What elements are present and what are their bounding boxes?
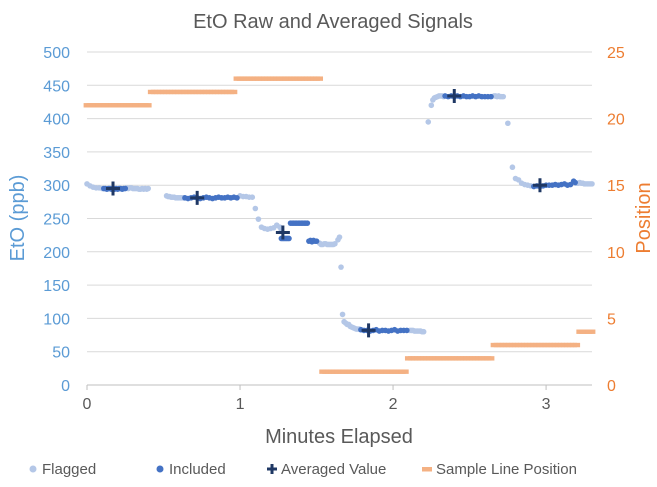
right-axis-ticks: 0 5 10 15 20 25 (607, 45, 625, 395)
y2-tick-label: 25 (607, 45, 625, 62)
included-point (234, 195, 240, 201)
legend-label: Included (169, 461, 226, 478)
averaged-value-marker (361, 323, 376, 338)
flagged-point (509, 164, 516, 171)
y-tick-label: 250 (43, 212, 70, 229)
y-tick-label: 0 (61, 378, 70, 395)
included-point (286, 235, 292, 242)
y-tick-label: 100 (43, 311, 70, 328)
legend-marker (422, 467, 432, 472)
flagged-point (500, 93, 507, 100)
flagged-point (339, 311, 346, 318)
y-tick-label: 300 (43, 178, 70, 195)
legend-marker (29, 465, 37, 473)
left-axis-ticks: 0 50 100 150 200 250 300 350 400 450 500 (43, 45, 70, 395)
sample-line-position-series (83, 76, 596, 374)
x-axis-title: Minutes Elapsed (265, 426, 413, 448)
y2-tick-label: 5 (607, 311, 616, 328)
flagged-point (425, 119, 432, 125)
x-tick-label: 1 (236, 396, 245, 413)
flagged-point (249, 194, 256, 200)
x-axis-ticks: 0 1 2 3 (83, 385, 551, 413)
included-point (122, 185, 129, 192)
legend-label: Averaged Value (281, 461, 386, 478)
sample-line-position-marker (573, 342, 581, 348)
sample-line-position-marker (487, 356, 495, 361)
flagged-point (255, 216, 262, 222)
flagged-point (428, 102, 435, 109)
averaged-value-marker (190, 190, 205, 205)
y2-tick-label: 20 (607, 112, 625, 129)
averaged-value-marker (275, 225, 290, 240)
y-tick-label: 150 (43, 278, 70, 295)
x-tick-label: 2 (389, 396, 398, 413)
legend-label: Sample Line Position (436, 461, 577, 478)
y-tick-label: 500 (43, 45, 70, 62)
included-point (488, 93, 494, 100)
flagged-point (145, 185, 152, 192)
y2-tick-label: 0 (607, 378, 616, 395)
flagged-point (336, 234, 343, 240)
chart-title: EtO Raw and Averaged Signals (193, 11, 473, 33)
flagged-point (420, 328, 427, 335)
gridlines (87, 51, 592, 386)
averaged-value-marker (106, 181, 121, 196)
sample-line-position-marker (230, 89, 238, 95)
legend-label: Flagged (42, 461, 96, 478)
y-tick-label: 200 (43, 245, 70, 262)
y-tick-label: 350 (43, 145, 70, 162)
flagged-point (252, 205, 259, 212)
y2-axis-title: Position (633, 182, 655, 253)
y-tick-label: 450 (43, 78, 70, 95)
flagged-point (332, 241, 338, 247)
included-point (404, 327, 410, 334)
included-point (304, 220, 311, 226)
x-tick-label: 0 (83, 396, 92, 413)
included-series (101, 93, 578, 334)
flagged-series (84, 93, 595, 335)
sample-line-position-marker (316, 76, 324, 81)
y2-tick-label: 10 (607, 245, 625, 262)
flagged-point (589, 181, 595, 187)
y-tick-label: 400 (43, 112, 70, 129)
legend-marker (267, 464, 277, 474)
sample-line-position-marker (144, 103, 152, 108)
averaged-value-marker (447, 88, 462, 103)
flagged-point (338, 264, 344, 270)
included-point (572, 179, 578, 186)
flagged-point (505, 120, 511, 127)
sample-line-position-marker (401, 369, 409, 374)
legend: Flagged Included Averaged Value Sample Line… (29, 461, 577, 478)
y-tick-label: 50 (52, 345, 70, 362)
legend-marker (156, 465, 164, 473)
included-point (313, 238, 320, 244)
x-tick-label: 3 (542, 396, 551, 413)
averaged-value-marker (532, 178, 547, 193)
sample-line-position-marker (588, 329, 596, 334)
averaged-value-series (106, 88, 547, 338)
y-axis-title: EtO (ppb) (7, 175, 29, 262)
y2-tick-label: 15 (607, 178, 625, 195)
